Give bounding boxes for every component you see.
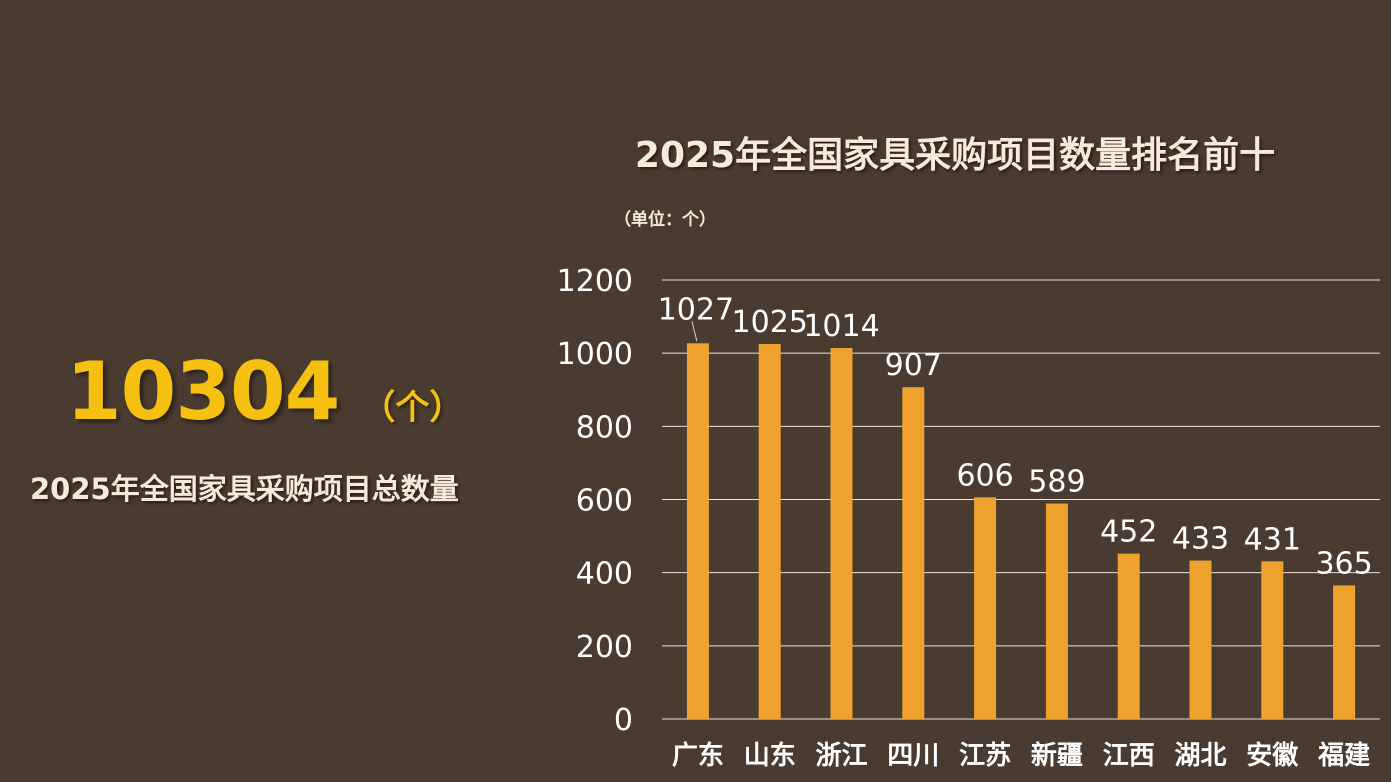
total-number: 10304 <box>66 345 340 438</box>
total-caption: 2025年全国家具采购项目总数量 <box>30 472 459 506</box>
category-label: 江西 <box>1103 741 1155 771</box>
total-row: 10304 （个） <box>30 345 560 438</box>
y-tick-label: 800 <box>576 410 633 445</box>
total-summary: 10304 （个） 2025年全国家具采购项目总数量 <box>30 345 560 508</box>
bar-7 <box>1189 560 1212 719</box>
bar-3 <box>902 387 925 719</box>
bar-8 <box>1261 561 1284 719</box>
data-label: 433 <box>1172 522 1229 557</box>
bar-4 <box>974 497 997 719</box>
y-tick-label: 1200 <box>557 264 633 299</box>
data-label: 589 <box>1028 465 1085 500</box>
data-label: 1027 <box>658 292 734 327</box>
category-label: 浙江 <box>815 741 867 771</box>
data-label: 1025 <box>732 305 808 340</box>
data-label: 431 <box>1244 522 1301 557</box>
category-label: 山东 <box>744 740 796 771</box>
data-label: 452 <box>1100 515 1157 550</box>
unit-note: （单位：个） <box>614 210 716 230</box>
data-label: 606 <box>956 458 1013 493</box>
y-tick-label: 600 <box>576 484 633 519</box>
data-label-leader <box>691 321 698 342</box>
category-label: 广东 <box>672 740 724 771</box>
category-label: 新疆 <box>1031 740 1083 771</box>
data-label: 907 <box>885 348 942 383</box>
chart-title: 2025年全国家具采购项目数量排名前十 <box>634 135 1276 176</box>
category-label: 安徽 <box>1246 741 1299 771</box>
category-label: 福建 <box>1317 741 1370 771</box>
y-tick-label: 400 <box>576 557 633 592</box>
bar-0 <box>686 343 709 719</box>
bar-1 <box>758 344 781 719</box>
total-unit: （个） <box>361 388 464 428</box>
data-label: 1014 <box>803 309 879 344</box>
bar-9 <box>1333 585 1356 719</box>
data-label: 365 <box>1315 546 1372 581</box>
y-tick-label: 200 <box>576 630 633 665</box>
category-label: 江苏 <box>959 741 1011 771</box>
y-tick-label: 1000 <box>557 337 633 372</box>
y-tick-label: 0 <box>614 703 633 738</box>
category-label: 湖北 <box>1174 741 1226 771</box>
category-label: 四川 <box>887 741 939 771</box>
bar-2 <box>830 348 853 719</box>
bar-5 <box>1045 503 1068 719</box>
bar-6 <box>1117 553 1140 719</box>
